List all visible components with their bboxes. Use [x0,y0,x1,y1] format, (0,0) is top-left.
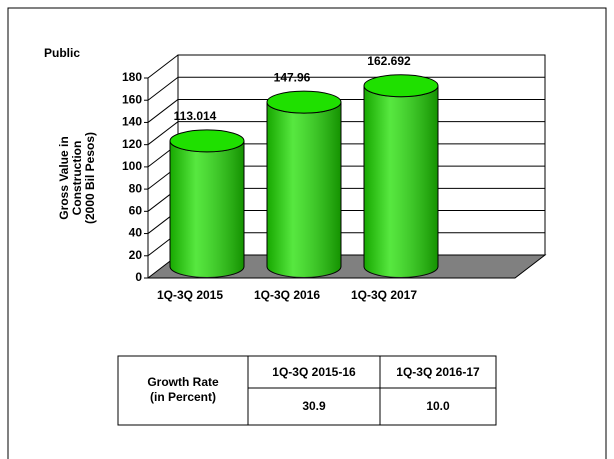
table-cell: 30.9 [302,399,326,413]
row-header: Growth Rate [147,375,219,389]
bar-top [363,74,439,98]
y-tick-label: 180 [122,70,142,84]
plot-area [144,54,547,279]
y-label-line: Construction [70,141,84,216]
y-label-line: Gross Value in [57,136,71,219]
y-tick-label: 40 [129,226,143,240]
table-cell: 10.0 [426,399,450,413]
y-tick-label: 80 [129,181,143,195]
y-tick-label: 20 [129,248,143,262]
y-label-line: (2000 Bil Pesos) [83,132,97,224]
bar-top [266,90,342,114]
x-tick-label: 1Q-3Q 2016 [254,288,320,302]
chart-title: Public [44,46,80,60]
bar-shading [364,85,438,278]
y-tick-label: 120 [122,137,142,151]
data-label: 162.692 [367,54,411,68]
y-tick-label: 160 [122,92,142,106]
grid-line [147,76,179,101]
y-tick-label: 100 [122,159,142,173]
table-border [117,355,497,426]
y-axis-label: Gross Value in Construction (2000 Bil Pe… [57,132,97,224]
y-tick-label: 140 [122,115,142,129]
grid-line [147,54,179,79]
grid-line [147,121,179,146]
y-tick-label: 0 [135,270,142,284]
x-tick-label: 1Q-3Q 2015 [157,288,223,302]
column-header: 1Q-3Q 2015-16 [272,365,356,379]
data-label: 147.96 [274,70,311,84]
grid-line [147,99,179,123]
data-label: 113.014 [174,109,217,123]
x-tick-label: 1Q-3Q 2017 [351,288,417,302]
bar-top [169,129,245,153]
floor [146,254,547,279]
y-tick-label: 60 [129,204,143,218]
bar-shading [267,102,341,278]
growth-table: Growth Rate (in Percent) 1Q-3Q 2015-16 1… [117,355,497,426]
frame [7,7,607,459]
bar-shading [170,140,244,278]
column-header: 1Q-3Q 2016-17 [396,365,480,379]
row-header: (in Percent) [150,390,216,404]
